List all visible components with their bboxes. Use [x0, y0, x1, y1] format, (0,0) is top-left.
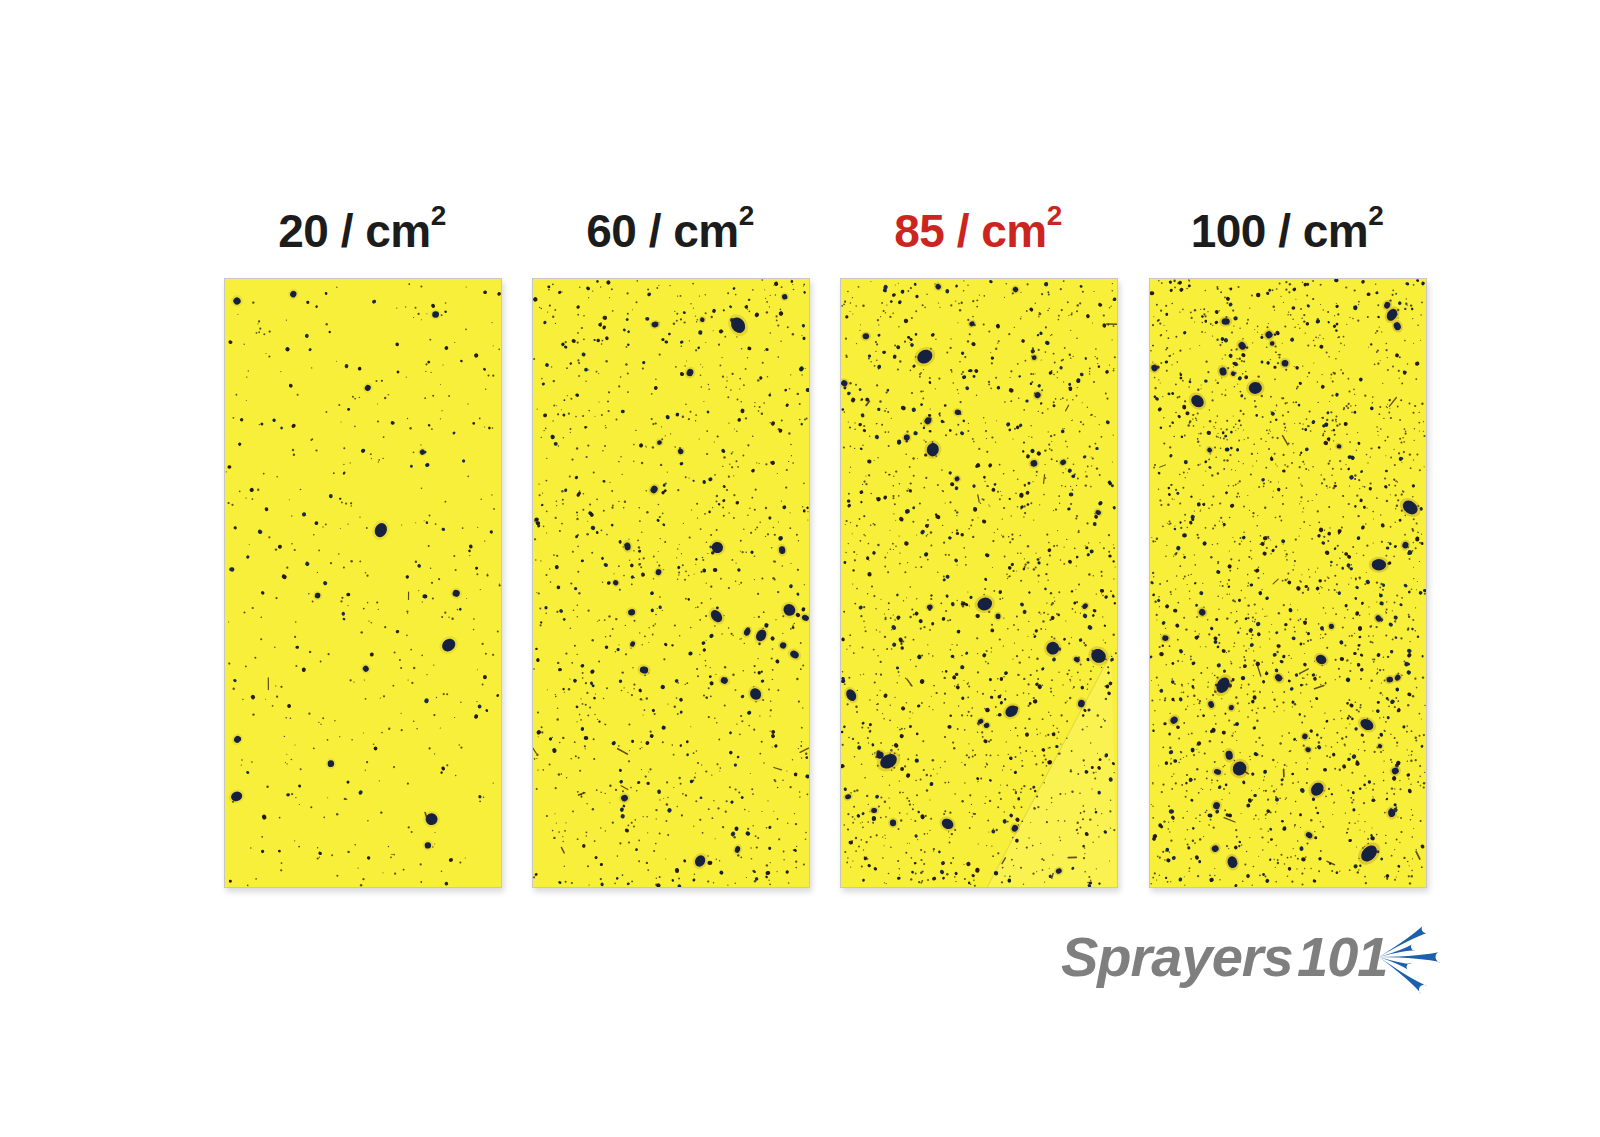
svg-text:101: 101	[1297, 925, 1387, 988]
svg-text:Sprayers: Sprayers	[1061, 925, 1293, 988]
